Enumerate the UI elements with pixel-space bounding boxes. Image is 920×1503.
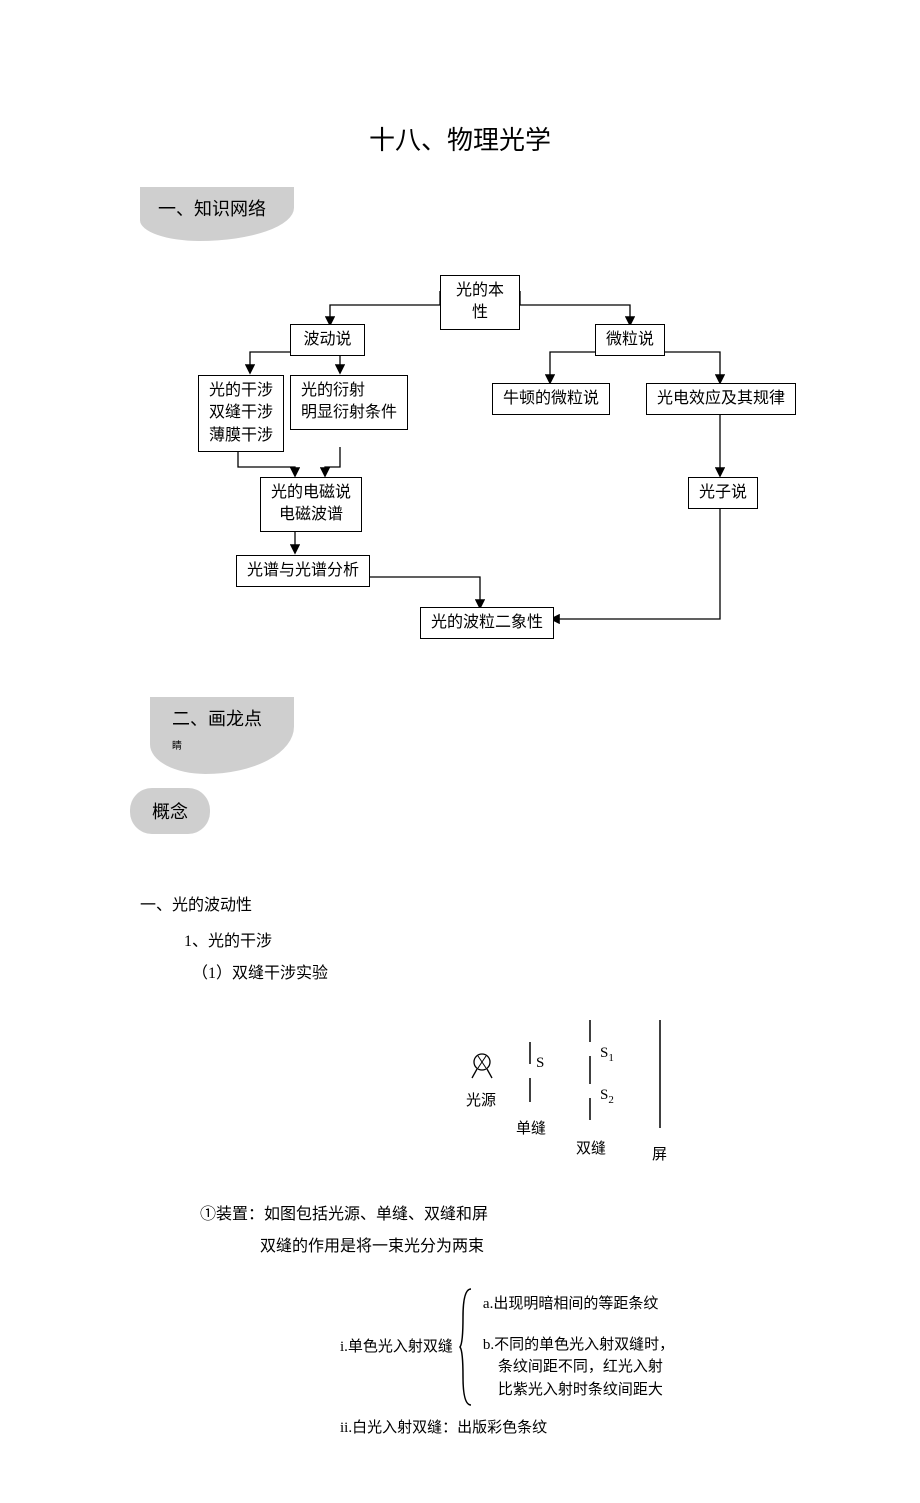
flow-em: 光的电磁说 电磁波谱: [260, 477, 362, 532]
flowchart-lines: [180, 277, 820, 657]
section-heading-2-cut: 睛: [172, 737, 262, 752]
section-heading-1: 一、知识网络: [140, 187, 294, 241]
white-light-line: ii.白光入射双缝：出版彩色条纹: [340, 1413, 920, 1443]
label-single-slit: 单缝: [516, 1114, 546, 1144]
flow-wave: 波动说: [290, 324, 365, 356]
section-heading-2-text: 二、画龙点: [172, 709, 262, 729]
section-heading-2: 二、画龙点 睛: [150, 697, 294, 774]
flow-diffraction: 光的衍射 明显衍射条件: [290, 375, 408, 430]
concept-pill: 概念: [130, 788, 210, 834]
label-s1-sub: 1: [608, 1052, 614, 1064]
flow-photon: 光子说: [688, 477, 758, 509]
flow-photoelectric: 光电效应及其规律: [646, 383, 796, 415]
heading-interference: 1、光的干涉: [184, 926, 920, 958]
label-source: 光源: [466, 1086, 496, 1116]
mono-item-a: a.出现明暗相间的等距条纹: [483, 1293, 674, 1316]
flow-interference: 光的干涉 双缝干涉 薄膜干涉: [198, 375, 284, 452]
flow-particle: 微粒说: [595, 324, 665, 356]
mono-prefix: i.单色光入射双缝: [340, 1332, 453, 1362]
label-double-slit: 双缝: [576, 1134, 606, 1164]
brace-items: a.出现明暗相间的等距条纹 b.不同的单色光入射双缝时， 条纹间距不同，红光入射…: [483, 1293, 674, 1401]
mono-item-b: b.不同的单色光入射双缝时， 条纹间距不同，红光入射 比紫光入射时条纹间距大: [483, 1334, 674, 1402]
device-line-1: ①装置：如图包括光源、单缝、双缝和屏: [200, 1199, 920, 1231]
brace-icon: [459, 1287, 475, 1407]
label-s2: S2: [600, 1080, 614, 1111]
heading-wave-nature: 一、光的波动性: [140, 890, 920, 922]
content-block: 一、光的波动性 1、光的干涉 （1）双缝干涉实验 S S1 S2 光源 单缝 双…: [140, 890, 920, 1443]
label-s1: S1: [600, 1038, 614, 1069]
page-title: 十八、物理光学: [0, 120, 920, 157]
label-s2-sub: 2: [608, 1094, 614, 1106]
flow-newton: 牛顿的微粒说: [492, 383, 610, 415]
monochrome-brace-block: i.单色光入射双缝 a.出现明暗相间的等距条纹 b.不同的单色光入射双缝时， 条…: [340, 1287, 920, 1407]
knowledge-flowchart: 光的本性 波动说 微粒说 光的干涉 双缝干涉 薄膜干涉 光的衍射 明显衍射条件 …: [180, 277, 820, 657]
flow-root: 光的本性: [440, 275, 520, 330]
label-screen: 屏: [652, 1140, 667, 1170]
heading-double-slit: （1）双缝干涉实验: [192, 958, 920, 990]
flow-spectrum: 光谱与光谱分析: [236, 555, 370, 587]
device-line-2: 双缝的作用是将一束光分为两束: [260, 1231, 920, 1263]
double-slit-diagram: S S1 S2 光源 单缝 双缝 屏: [460, 1020, 700, 1175]
label-s: S: [536, 1048, 544, 1078]
flow-duality: 光的波粒二象性: [420, 607, 554, 639]
